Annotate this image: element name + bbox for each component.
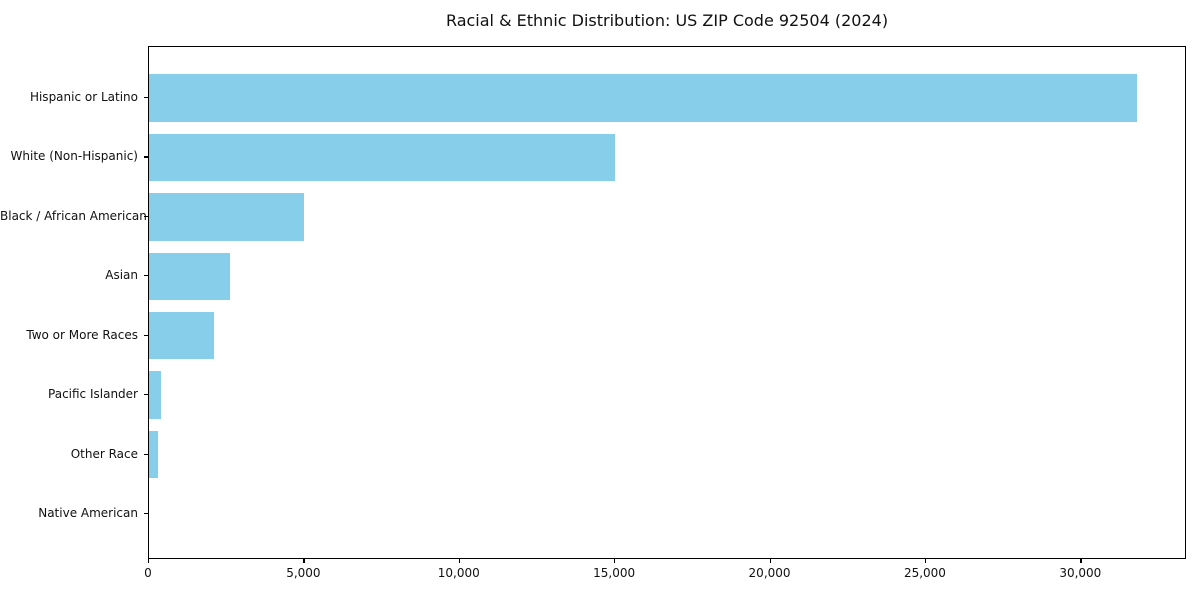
- plot-area: [148, 46, 1186, 559]
- y-axis-tick: [144, 334, 148, 336]
- y-axis-tick: [144, 394, 148, 396]
- y-axis-tick: [144, 97, 148, 99]
- y-axis-label: Hispanic or Latino: [29, 90, 138, 104]
- x-axis-tick-label: 5,000: [286, 566, 321, 580]
- x-axis-tick-label: 30,000: [1059, 566, 1102, 580]
- bar: [149, 311, 215, 360]
- x-axis-tick-label: 10,000: [437, 566, 480, 580]
- y-axis-label: Black / African American: [0, 208, 147, 223]
- bar: [149, 371, 162, 419]
- x-axis-tick: [1080, 559, 1082, 563]
- y-axis-label: Native American: [38, 506, 138, 520]
- y-axis-tick: [144, 156, 148, 158]
- x-axis-tick: [303, 559, 305, 563]
- y-axis-tick: [144, 275, 148, 277]
- x-axis-tick: [924, 559, 927, 563]
- y-axis-tick: [144, 513, 148, 515]
- y-axis-label: Other Race: [70, 446, 138, 461]
- x-axis-tick: [614, 559, 616, 563]
- x-axis-tick-label: 20,000: [748, 566, 791, 580]
- chart-title: Racial & Ethnic Distribution: US ZIP Cod…: [445, 11, 889, 30]
- bar: [149, 133, 616, 182]
- bar: [149, 193, 305, 241]
- y-axis-tick: [144, 215, 148, 218]
- x-axis-tick: [458, 559, 460, 563]
- x-axis-tick: [769, 559, 771, 563]
- x-axis-tick-label: 0: [144, 566, 152, 580]
- y-axis-label: White (Non-Hispanic): [10, 149, 138, 164]
- y-axis-label: Pacific Islander: [48, 387, 138, 402]
- y-axis-tick: [144, 453, 148, 455]
- x-axis-tick-label: 15,000: [593, 566, 636, 580]
- x-axis-tick-label: 25,000: [903, 566, 946, 580]
- y-axis-label: Asian: [105, 268, 138, 283]
- bar: [149, 430, 159, 479]
- bar: [149, 74, 1138, 122]
- x-axis-tick: [148, 559, 150, 563]
- bar: [149, 252, 230, 301]
- y-axis-label: Two or More Races: [26, 327, 138, 342]
